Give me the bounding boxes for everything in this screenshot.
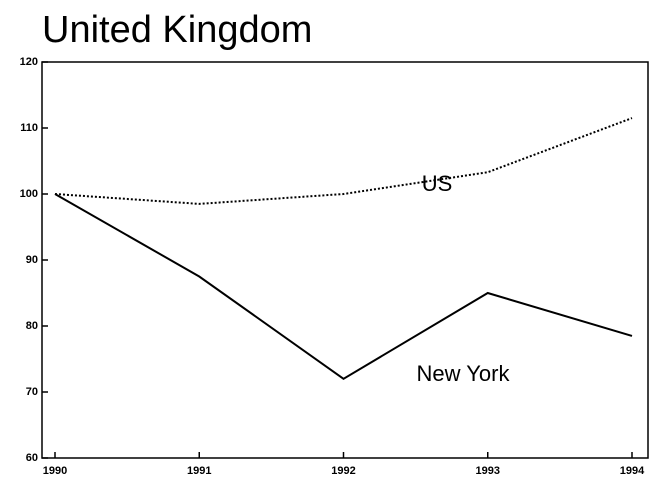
x-tick-label: 1994: [620, 465, 645, 477]
x-tick-label: 1992: [331, 465, 355, 477]
series-line: [54, 117, 633, 205]
x-tick-label: 1990: [43, 465, 67, 477]
x-tick-label: 1991: [187, 465, 211, 477]
plot-frame: [41, 61, 649, 459]
y-tick-label: 60: [26, 452, 38, 464]
y-tick-label: 110: [20, 122, 38, 134]
y-tick-label: 120: [20, 56, 38, 68]
series-label: US: [422, 171, 453, 196]
y-tick-label: 90: [26, 254, 38, 266]
y-tick-label: 80: [26, 320, 38, 332]
chart-title: United Kingdom: [42, 9, 312, 51]
series-line: [54, 193, 633, 380]
y-tick-label: 100: [20, 188, 38, 200]
series-label: New York: [417, 361, 511, 386]
y-tick-label: 70: [26, 386, 38, 398]
x-tick-label: 1993: [476, 465, 500, 477]
